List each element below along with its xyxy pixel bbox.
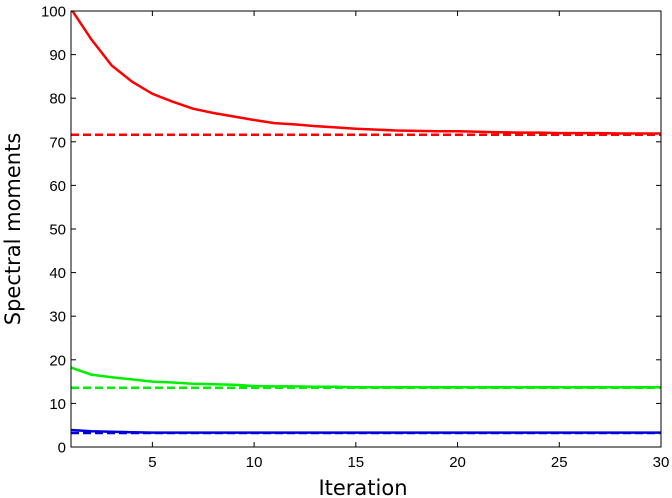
x-tick-label: 25 bbox=[551, 454, 568, 471]
y-tick-label: 60 bbox=[49, 178, 66, 195]
y-tick-label: 100 bbox=[41, 4, 66, 21]
y-tick-label: 50 bbox=[49, 222, 66, 239]
y-tick-label: 90 bbox=[49, 47, 66, 64]
x-tick-label: 10 bbox=[246, 454, 263, 471]
x-tick-label: 30 bbox=[653, 454, 670, 471]
y-tick-label: 0 bbox=[58, 440, 66, 457]
y-tick-label: 30 bbox=[49, 309, 66, 326]
series-layer bbox=[71, 11, 661, 435]
y-tick-label: 20 bbox=[49, 352, 66, 369]
y-tick-label: 40 bbox=[49, 265, 66, 282]
tick-layer: 5 10 15 20 25 30 0 10 20 30 40 50 60 70 80 90 100 bbox=[41, 4, 669, 472]
y-tick-label: 70 bbox=[49, 134, 66, 151]
x-axis-label: Iteration bbox=[318, 476, 407, 498]
y-tick-label: 80 bbox=[49, 91, 66, 108]
series-line-3 bbox=[71, 366, 661, 389]
x-tick-label: 5 bbox=[148, 454, 156, 471]
x-tick-label: 15 bbox=[347, 454, 364, 471]
y-axis-label: Spectral moments bbox=[1, 133, 25, 326]
series-line-1 bbox=[71, 11, 661, 135]
y-tick-label: 10 bbox=[49, 396, 66, 413]
x-tick-label: 20 bbox=[449, 454, 466, 471]
